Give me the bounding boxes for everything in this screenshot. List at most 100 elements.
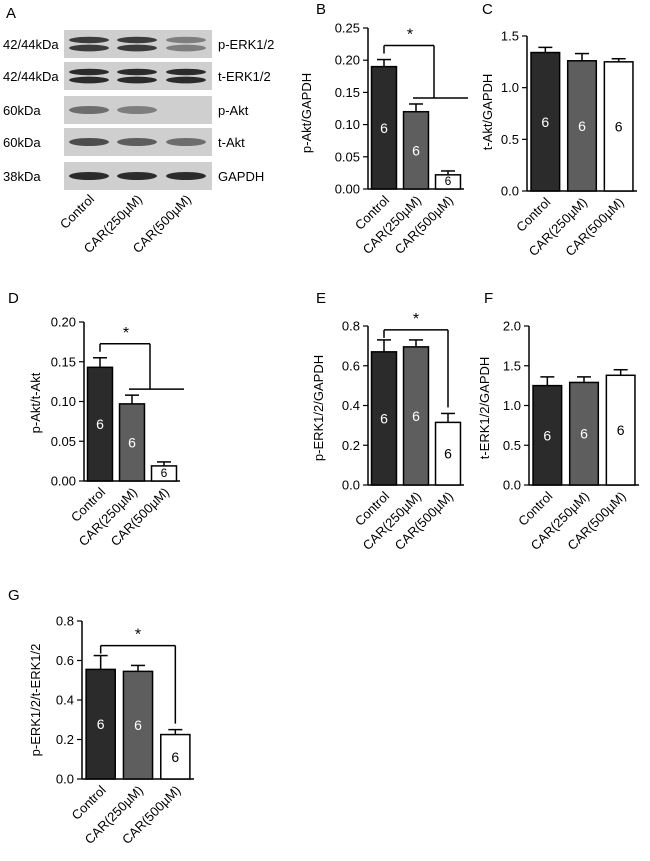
- y-tick-label: 0.25: [335, 21, 360, 36]
- y-tick-label: 0.0: [56, 772, 74, 787]
- y-tick-label: 0.6: [56, 653, 74, 668]
- y-tick-label: 0.20: [51, 315, 76, 330]
- y-tick-label: 0.0: [342, 478, 360, 493]
- y-tick-label: 1.0: [501, 80, 519, 95]
- y-tick-label: 1.5: [501, 29, 519, 44]
- blot-band: [69, 76, 109, 84]
- blot-band: [166, 76, 206, 84]
- panel-letter-f: F: [484, 290, 493, 307]
- blot-mw-label: 42/44kDa: [3, 37, 59, 52]
- significance-star: *: [135, 627, 141, 644]
- bar-n-label: 6: [541, 114, 549, 130]
- bar: [86, 366, 114, 482]
- y-tick-label: 0.10: [51, 394, 76, 409]
- blot-band: [166, 172, 206, 180]
- bar-n-label: 6: [380, 410, 388, 426]
- bar-n-label: 6: [134, 717, 142, 733]
- y-axis-label: p-ERK1/2/t-ERK1/2: [28, 644, 43, 757]
- blot-band: [166, 44, 206, 52]
- blot-protein-label: t-Akt: [218, 135, 245, 150]
- y-axis-label: p-Akt/GAPDH: [299, 73, 314, 153]
- blot-protein-label: GAPDH: [218, 169, 264, 184]
- bar-n-label: 6: [445, 174, 452, 188]
- significance-star: *: [413, 311, 419, 328]
- bar-n-label: 6: [412, 408, 420, 424]
- bar: [402, 346, 430, 486]
- blot-band: [69, 36, 109, 44]
- chart-f-t-erk-gapdh: 0.00.51.01.52.0t-ERK1/2/GAPDH 6Control6CA…: [477, 319, 639, 553]
- blot-band: [166, 138, 206, 146]
- bar: [122, 670, 154, 780]
- bar: [370, 351, 398, 486]
- blot-band: [117, 44, 157, 52]
- y-tick-label: 0.8: [342, 319, 360, 334]
- y-tick-label: 2.0: [503, 319, 521, 334]
- bar: [370, 65, 398, 190]
- y-tick-label: 0.15: [51, 354, 76, 369]
- y-tick-label: 0.5: [501, 132, 519, 147]
- blot-band: [117, 68, 157, 76]
- significance-star: *: [407, 27, 413, 44]
- bar: [434, 174, 462, 190]
- y-tick-label: 0.8: [56, 614, 74, 629]
- blot-band: [166, 36, 206, 44]
- blot-strip: [64, 30, 212, 58]
- significance-star: *: [123, 325, 129, 342]
- panel-letter-c: C: [482, 1, 493, 18]
- bar: [85, 668, 116, 780]
- bar: [434, 421, 462, 486]
- panel-letter-d: D: [8, 290, 19, 307]
- bar-n-label: 6: [615, 118, 623, 134]
- bar-n-label: 6: [96, 416, 104, 432]
- y-tick-label: 0.15: [335, 85, 360, 100]
- y-tick-label: 0.10: [335, 117, 360, 132]
- panel-letter-g: G: [8, 587, 20, 604]
- bar-n-label: 6: [161, 466, 168, 480]
- blot-protein-label: p-Akt: [218, 103, 249, 118]
- y-tick-label: 0.4: [342, 398, 360, 413]
- bar: [530, 51, 561, 192]
- blot-band: [69, 68, 109, 76]
- y-tick-label: 0.2: [56, 732, 74, 747]
- bar-n-label: 6: [580, 426, 588, 442]
- bar-n-label: 6: [97, 716, 105, 732]
- y-tick-label: 0.00: [51, 474, 76, 489]
- blot-band: [69, 106, 109, 114]
- bar-n-label: 6: [412, 142, 420, 158]
- y-tick-label: 0.4: [56, 693, 74, 708]
- y-tick-label: 0.05: [335, 149, 360, 164]
- blot-mw-label: 38kDa: [3, 169, 41, 184]
- chart-g-p-erk-t-erk: 0.00.20.40.60.8p-ERK1/2/t-ERK1/2 6Control…: [28, 614, 194, 847]
- y-tick-label: 0.05: [51, 434, 76, 449]
- y-axis-label: p-Akt/t-Akt: [28, 372, 43, 433]
- blot-band: [69, 44, 109, 52]
- blot-mw-label: 60kDa: [3, 135, 41, 150]
- panel-letter-a: A: [6, 5, 16, 22]
- blot-lane-label: Control: [57, 191, 97, 231]
- chart-e-p-erk-gapdh: 0.00.20.40.60.8p-ERK1/2/GAPDH 6Control6CA…: [311, 311, 464, 553]
- bar: [603, 61, 634, 192]
- blot-mw-label: 42/44kDa: [3, 69, 59, 84]
- blot-band: [117, 36, 157, 44]
- bar: [605, 374, 636, 486]
- blot-band: [117, 76, 157, 84]
- bar: [532, 384, 563, 486]
- bar: [566, 60, 598, 192]
- y-tick-label: 0.6: [342, 358, 360, 373]
- bar: [568, 381, 600, 486]
- y-tick-label: 0.0: [501, 184, 519, 199]
- bar-n-label: 6: [128, 434, 136, 450]
- blot-band: [166, 68, 206, 76]
- y-tick-label: 0.20: [335, 53, 360, 68]
- bar-n-label: 6: [617, 422, 625, 438]
- chart-d-p-akt-t-akt: 0.000.050.100.150.20p-Akt/t-Akt 6Control6…: [28, 315, 184, 549]
- bar-n-label: 6: [578, 118, 586, 134]
- bar-n-label: 6: [380, 120, 388, 136]
- panel-letter-b: B: [316, 1, 326, 18]
- y-tick-label: 1.5: [503, 358, 521, 373]
- blot-mw-label: 60kDa: [3, 103, 41, 118]
- y-tick-label: 0.00: [335, 182, 360, 197]
- bar: [150, 465, 178, 482]
- y-tick-label: 1.0: [503, 398, 521, 413]
- blot-band: [117, 138, 157, 146]
